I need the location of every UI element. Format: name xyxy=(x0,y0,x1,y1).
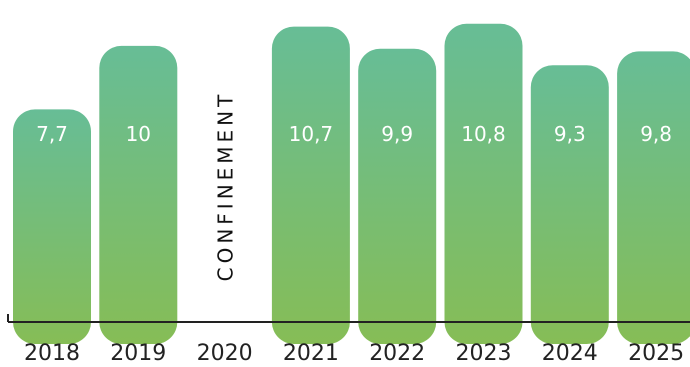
bar-value-label-2018: 7,7 xyxy=(36,122,68,146)
x-tick-label-2021: 2021 xyxy=(283,341,339,366)
x-tick-label-2018: 2018 xyxy=(24,341,80,366)
bar-2023 xyxy=(444,23,523,345)
x-tick-label-2025: 2025 xyxy=(628,341,684,366)
bar-value-label-2025: 9,8 xyxy=(640,122,672,146)
x-tick-label-2023: 2023 xyxy=(456,341,512,366)
bar-value-label-2021: 10,7 xyxy=(289,122,334,146)
x-tick-label-2020: 2020 xyxy=(197,341,253,366)
x-tick-label-2024: 2024 xyxy=(542,341,598,366)
x-tick-label-2019: 2019 xyxy=(110,341,166,366)
bar-value-label-2023: 10,8 xyxy=(461,122,506,146)
x-tick-label-2022: 2022 xyxy=(369,341,425,366)
x-tick-labels: 2018 2019 2020 2021 2022 2023 2024 2025 xyxy=(24,341,684,366)
bar-value-label-2022: 9,9 xyxy=(381,122,413,146)
confinement-annotation: CONFINEMENT xyxy=(214,91,238,282)
bar-2018 xyxy=(13,109,91,345)
bars-group: 7,7 10 CONFINEMENT 10,7 9,9 10,8 9,3 9,8 xyxy=(13,23,690,345)
bar-value-label-2024: 9,3 xyxy=(554,122,586,146)
bar-2019 xyxy=(99,45,178,345)
bar-2022 xyxy=(358,48,437,344)
bar-2025 xyxy=(617,51,690,344)
bar-2024 xyxy=(530,65,609,344)
bar-2021 xyxy=(271,26,350,344)
bar-value-label-2019: 10 xyxy=(126,122,151,146)
